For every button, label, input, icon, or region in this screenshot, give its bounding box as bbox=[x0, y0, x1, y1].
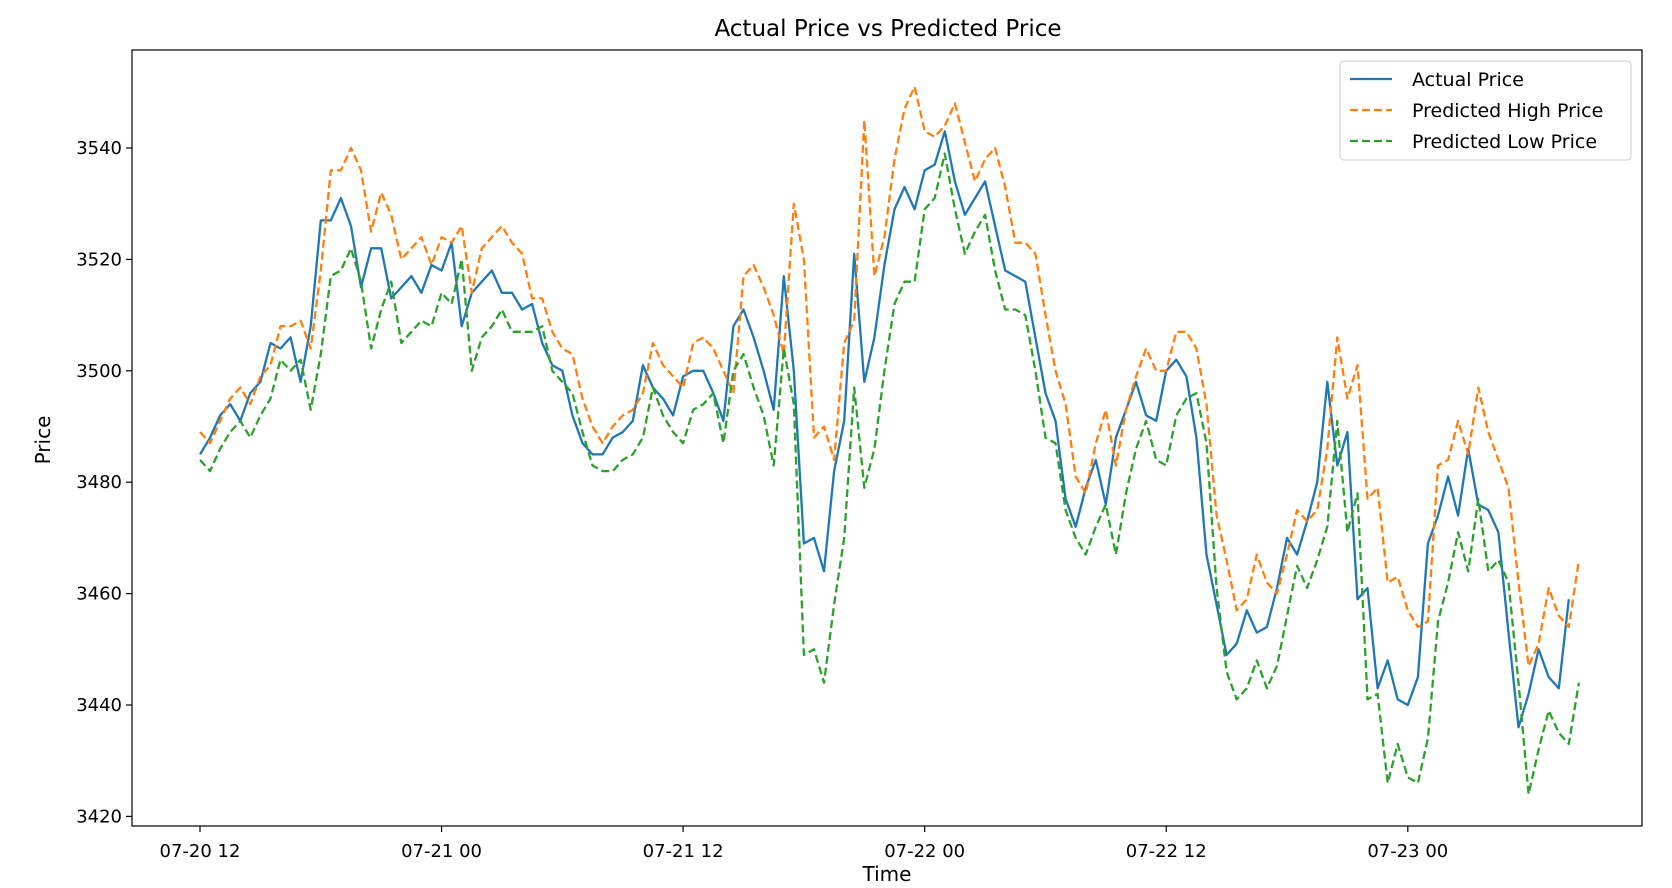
y-tick-label: 3500 bbox=[76, 361, 122, 382]
x-tick-label: 07-21 00 bbox=[401, 841, 482, 862]
legend-label-1: Actual Price bbox=[1412, 69, 1524, 91]
y-tick-label: 3460 bbox=[76, 584, 122, 605]
legend-label-2: Predicted High Price bbox=[1412, 100, 1603, 122]
y-axis-title: Price bbox=[31, 416, 55, 465]
y-tick-label: 3520 bbox=[76, 249, 122, 270]
x-axis-title: Time bbox=[862, 862, 912, 886]
y-tick-label: 3420 bbox=[76, 806, 122, 827]
y-tick-label: 3540 bbox=[76, 138, 122, 159]
x-tick-label: 07-23 00 bbox=[1367, 841, 1448, 862]
legend-label-3: Predicted Low Price bbox=[1412, 131, 1597, 153]
series-layer bbox=[199, 85, 1581, 796]
x-tick-label: 07-22 12 bbox=[1126, 841, 1207, 862]
x-tick-label: 07-21 12 bbox=[643, 841, 724, 862]
series-line-3 bbox=[199, 152, 1581, 796]
y-axis: 3420 3440 3460 3480 3500 3520 3540 bbox=[76, 138, 132, 827]
y-tick-label: 3440 bbox=[76, 695, 122, 716]
legend: Actual Price Predicted High Price Predicte… bbox=[1339, 60, 1632, 161]
legend-box bbox=[1339, 60, 1632, 161]
series-line-2 bbox=[199, 85, 1581, 668]
x-tick-label: 07-20 12 bbox=[160, 841, 241, 862]
x-tick-label: 07-22 00 bbox=[884, 841, 965, 862]
x-axis: 07-20 12 07-21 00 07-21 12 07-22 00 07-22 12… bbox=[160, 826, 1448, 862]
chart-title: Actual Price vs Predicted Price bbox=[714, 16, 1061, 42]
plot-frame bbox=[131, 49, 1643, 827]
y-tick-label: 3480 bbox=[76, 472, 122, 493]
